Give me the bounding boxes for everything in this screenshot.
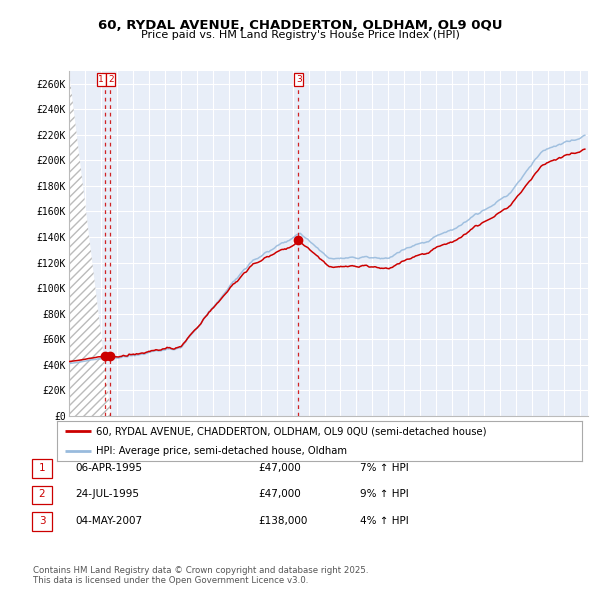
- Text: 60, RYDAL AVENUE, CHADDERTON, OLDHAM, OL9 0QU (semi-detached house): 60, RYDAL AVENUE, CHADDERTON, OLDHAM, OL…: [97, 427, 487, 436]
- Text: 9% ↑ HPI: 9% ↑ HPI: [360, 490, 409, 499]
- Text: £47,000: £47,000: [258, 463, 301, 473]
- Text: 24-JUL-1995: 24-JUL-1995: [75, 490, 139, 499]
- Text: 60, RYDAL AVENUE, CHADDERTON, OLDHAM, OL9 0QU: 60, RYDAL AVENUE, CHADDERTON, OLDHAM, OL…: [98, 19, 502, 32]
- Text: £138,000: £138,000: [258, 516, 307, 526]
- Text: 4% ↑ HPI: 4% ↑ HPI: [360, 516, 409, 526]
- Text: 2: 2: [108, 75, 113, 84]
- Text: 2: 2: [38, 490, 46, 499]
- Polygon shape: [69, 71, 112, 416]
- Text: 06-APR-1995: 06-APR-1995: [75, 463, 142, 473]
- Text: £47,000: £47,000: [258, 490, 301, 499]
- Text: Price paid vs. HM Land Registry's House Price Index (HPI): Price paid vs. HM Land Registry's House …: [140, 30, 460, 40]
- Text: Contains HM Land Registry data © Crown copyright and database right 2025.
This d: Contains HM Land Registry data © Crown c…: [33, 566, 368, 585]
- Text: 7% ↑ HPI: 7% ↑ HPI: [360, 463, 409, 473]
- Text: 04-MAY-2007: 04-MAY-2007: [75, 516, 142, 526]
- Text: 1: 1: [38, 463, 46, 473]
- Text: 3: 3: [296, 75, 302, 84]
- Text: HPI: Average price, semi-detached house, Oldham: HPI: Average price, semi-detached house,…: [97, 447, 347, 456]
- Text: 3: 3: [38, 516, 46, 526]
- Text: 1: 1: [98, 75, 104, 84]
